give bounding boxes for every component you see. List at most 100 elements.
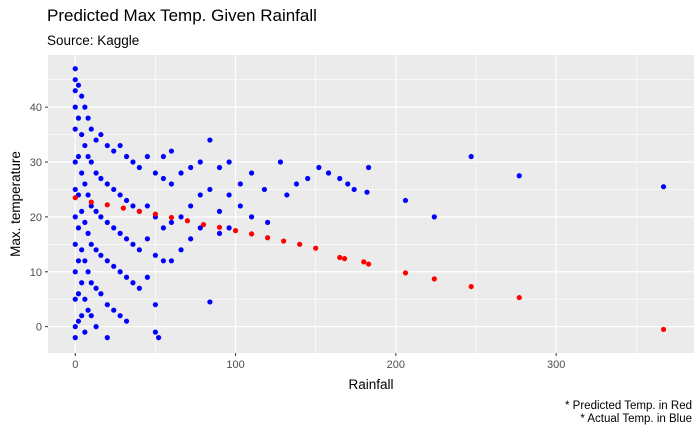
actual-point bbox=[72, 66, 78, 72]
actual-point bbox=[88, 241, 94, 247]
actual-point bbox=[364, 189, 370, 195]
actual-point bbox=[660, 184, 667, 190]
actual-point bbox=[117, 230, 123, 236]
actual-point bbox=[136, 164, 142, 171]
actual-point bbox=[117, 192, 123, 198]
actual-point bbox=[365, 164, 372, 171]
actual-point bbox=[216, 208, 223, 215]
actual-point bbox=[197, 159, 203, 165]
actual-point bbox=[178, 247, 184, 253]
caption-predicted: * Predicted Temp. in Red bbox=[565, 400, 692, 412]
actual-point bbox=[156, 335, 162, 341]
actual-point bbox=[160, 153, 167, 160]
actual-point bbox=[207, 299, 213, 305]
actual-point bbox=[85, 307, 91, 313]
actual-point bbox=[216, 164, 223, 171]
actual-point bbox=[88, 126, 94, 132]
actual-point bbox=[216, 230, 223, 236]
x-tick-label: 100 bbox=[226, 359, 244, 371]
actual-point bbox=[144, 236, 150, 242]
actual-point bbox=[160, 225, 167, 231]
actual-point bbox=[226, 192, 232, 198]
actual-point bbox=[207, 186, 213, 193]
actual-point bbox=[123, 318, 130, 324]
predicted-point bbox=[468, 283, 474, 290]
predicted-point bbox=[361, 259, 367, 265]
predicted-point bbox=[232, 228, 239, 234]
actual-point bbox=[226, 225, 232, 231]
actual-point bbox=[197, 192, 203, 198]
predicted-point bbox=[402, 270, 409, 276]
actual-point bbox=[123, 197, 130, 204]
predicted-point bbox=[265, 235, 271, 241]
actual-point bbox=[305, 175, 311, 182]
actual-point bbox=[79, 170, 85, 176]
y-tick-label: 30 bbox=[30, 157, 42, 169]
actual-point bbox=[93, 208, 99, 215]
actual-point bbox=[337, 175, 343, 182]
actual-point bbox=[79, 247, 85, 253]
predicted-point bbox=[431, 276, 437, 282]
predicted-temperature-points bbox=[72, 195, 667, 333]
actual-point bbox=[188, 236, 194, 242]
actual-point bbox=[98, 214, 104, 220]
actual-point bbox=[85, 153, 91, 160]
actual-point bbox=[72, 241, 78, 247]
actual-point bbox=[226, 159, 232, 165]
actual-point bbox=[82, 258, 88, 264]
actual-point bbox=[79, 93, 85, 99]
x-tick-label: 200 bbox=[387, 359, 405, 371]
actual-point bbox=[72, 77, 78, 83]
actual-point bbox=[75, 225, 82, 231]
actual-point bbox=[248, 214, 255, 220]
predicted-point bbox=[297, 241, 303, 247]
predicted-point bbox=[152, 211, 158, 217]
actual-point bbox=[277, 159, 284, 165]
predicted-point bbox=[281, 238, 287, 244]
actual-point bbox=[123, 236, 130, 242]
actual-point bbox=[104, 219, 110, 225]
actual-point bbox=[79, 208, 85, 215]
actual-point bbox=[144, 153, 150, 160]
actual-point bbox=[98, 291, 104, 297]
actual-point bbox=[188, 203, 194, 209]
actual-point bbox=[178, 170, 184, 176]
actual-point bbox=[316, 164, 322, 171]
actual-point bbox=[93, 285, 99, 291]
actual-point bbox=[351, 186, 357, 193]
actual-point bbox=[468, 153, 474, 160]
actual-point bbox=[88, 280, 94, 286]
actual-point bbox=[160, 258, 167, 264]
actual-point bbox=[178, 214, 184, 220]
predicted-point bbox=[313, 245, 319, 251]
predicted-point bbox=[216, 224, 223, 230]
actual-point bbox=[104, 181, 110, 187]
actual-point bbox=[104, 335, 110, 341]
actual-point bbox=[72, 126, 78, 132]
actual-point bbox=[117, 313, 123, 319]
actual-point bbox=[98, 175, 104, 182]
actual-point bbox=[72, 214, 78, 220]
actual-point bbox=[79, 313, 85, 319]
actual-point bbox=[93, 247, 99, 253]
actual-point bbox=[402, 197, 409, 204]
actual-point bbox=[152, 329, 158, 335]
actual-point bbox=[75, 153, 82, 160]
actual-point bbox=[72, 159, 78, 165]
actual-point bbox=[72, 88, 78, 94]
actual-point bbox=[75, 115, 82, 121]
actual-point bbox=[93, 137, 99, 143]
y-axis-ticks: 0 10 20 30 40 bbox=[30, 102, 48, 334]
actual-point bbox=[123, 153, 130, 160]
actual-point bbox=[237, 203, 243, 209]
actual-point bbox=[104, 258, 110, 264]
actual-point bbox=[168, 181, 175, 187]
actual-point bbox=[88, 159, 94, 165]
x-axis-ticks: 0 100 200 300 bbox=[72, 353, 565, 371]
predicted-point bbox=[168, 214, 175, 221]
actual-point bbox=[431, 214, 437, 220]
predicted-point bbox=[248, 231, 255, 237]
actual-point bbox=[88, 313, 94, 319]
actual-point bbox=[136, 247, 142, 253]
actual-point bbox=[72, 269, 78, 275]
